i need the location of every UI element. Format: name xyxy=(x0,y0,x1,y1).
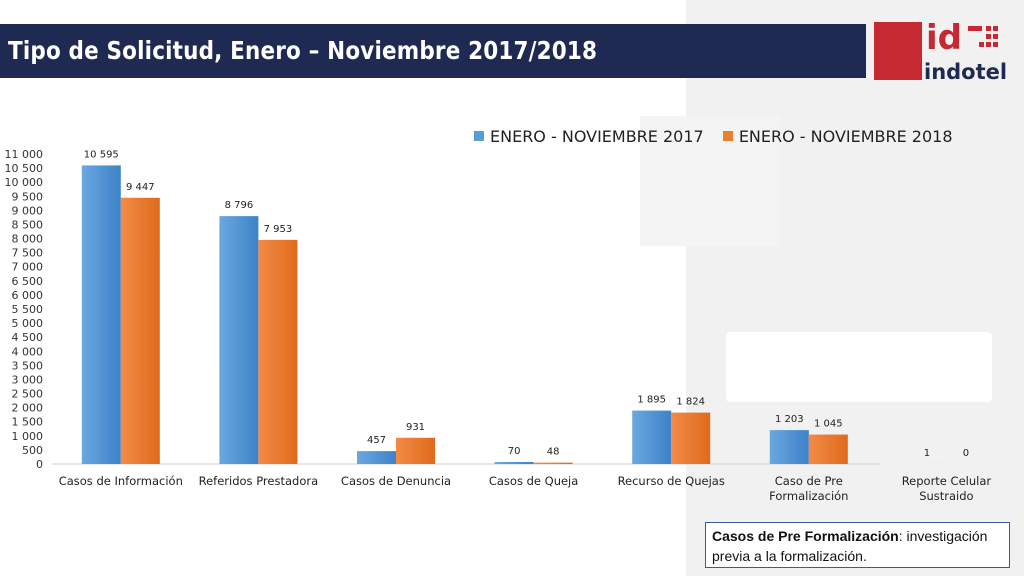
note-definition: : investigación previa a la formalizació… xyxy=(712,528,988,564)
y-tick-label: 9 500 xyxy=(12,190,44,203)
x-tick-label: Formalización xyxy=(769,489,848,503)
data-label-2017: 1 203 xyxy=(775,414,804,425)
data-label-2018: 7 953 xyxy=(264,224,293,235)
bar-2017 xyxy=(632,410,672,464)
data-label-2017: 8 796 xyxy=(225,200,254,211)
data-labels: 10 595 9 447 8 796 7 953 457 931 70 48 1 895 1 82… xyxy=(84,149,969,459)
legend-label-2017: ENERO - NOVIEMBRE 2017 xyxy=(490,126,704,146)
x-tick-label: Recurso de Quejas xyxy=(618,474,725,488)
page-title: Tipo de Solicitud, Enero – Noviembre 201… xyxy=(8,36,598,65)
legend-item-2017: ENERO - NOVIEMBRE 2017 xyxy=(474,127,704,146)
bar-2017 xyxy=(219,216,259,464)
background-panel-box xyxy=(726,332,992,402)
y-tick-label: 3 500 xyxy=(12,359,44,372)
y-tick-label: 7 000 xyxy=(12,261,44,274)
y-tick-label: 5 000 xyxy=(12,317,44,330)
legend-swatch-2017 xyxy=(474,131,484,141)
x-tick-label: Casos de Información xyxy=(59,474,183,488)
y-tick-label: 2 500 xyxy=(12,388,44,401)
background-panel-mid xyxy=(640,116,780,246)
chart-legend: ENERO - NOVIEMBRE 2017 ENERO - NOVIEMBRE… xyxy=(474,126,967,146)
data-label-2017: 10 595 xyxy=(84,149,119,160)
logo-text-id: id xyxy=(926,18,962,58)
bar-2018 xyxy=(808,434,848,464)
logo-text-indotel: indotel xyxy=(924,60,1008,84)
y-tick-label: 1 000 xyxy=(12,430,44,443)
y-tick-label: 6 500 xyxy=(12,275,44,288)
bar-2017 xyxy=(357,451,396,464)
background-panel-right xyxy=(686,0,1024,576)
bar-2018 xyxy=(533,462,573,464)
y-tick-label: 0 xyxy=(36,458,43,471)
y-tick-label: 2 000 xyxy=(12,402,44,415)
x-tick-label: Referidos Prestadora xyxy=(199,474,319,488)
x-axis-ticks: Casos de Información Referidos Prestadora… xyxy=(59,474,992,503)
x-tick-label: Caso de Pre xyxy=(775,474,843,488)
y-tick-label: 7 500 xyxy=(12,247,44,260)
definition-note: Casos de Pre Formalización: investigació… xyxy=(705,522,1010,568)
data-label-2018: 931 xyxy=(406,422,425,433)
y-tick-label: 9 000 xyxy=(12,204,44,217)
data-label-2017: 70 xyxy=(508,446,521,457)
data-label-2018: 1 824 xyxy=(676,397,705,408)
bar-2017 xyxy=(81,165,121,464)
bar-2018 xyxy=(671,412,711,464)
y-tick-label: 4 500 xyxy=(12,331,44,344)
bar-2018 xyxy=(396,437,435,464)
legend-item-2018: ENERO - NOVIEMBRE 2018 xyxy=(722,126,953,146)
data-label-2018: 0 xyxy=(963,448,969,459)
data-label-2018: 1 045 xyxy=(814,419,843,430)
title-bar xyxy=(0,24,866,78)
bar-2017 xyxy=(769,430,809,464)
x-tick-label: Sustraido xyxy=(919,489,973,503)
bar-2018 xyxy=(120,197,160,464)
y-tick-label: 8 500 xyxy=(12,218,44,231)
x-tick-label: Casos de Queja xyxy=(489,474,578,488)
y-tick-label: 10 000 xyxy=(5,176,44,189)
logo-dots-icon xyxy=(968,26,998,47)
bar-2017 xyxy=(494,462,534,464)
data-label-2017: 1 895 xyxy=(637,395,666,406)
x-tick-label: Reporte Celular xyxy=(902,474,992,488)
bar-2018 xyxy=(258,239,298,464)
y-tick-label: 3 000 xyxy=(12,373,44,386)
data-label-2017: 457 xyxy=(367,435,386,446)
legend-label-2018: ENERO - NOVIEMBRE 2018 xyxy=(738,126,953,146)
y-tick-label: 4 000 xyxy=(12,345,44,358)
y-tick-label: 8 000 xyxy=(12,233,44,246)
chart-bars xyxy=(81,165,947,464)
data-label-2018: 9 447 xyxy=(126,182,155,193)
y-tick-label: 5 500 xyxy=(12,303,44,316)
note-term: Casos de Pre Formalización xyxy=(712,528,899,544)
y-tick-label: 6 000 xyxy=(12,289,44,302)
y-tick-label: 11 000 xyxy=(5,148,44,161)
x-tick-label: Casos de Denuncia xyxy=(341,474,451,488)
y-tick-label: 500 xyxy=(22,444,43,457)
y-tick-label: 10 500 xyxy=(5,162,44,175)
data-label-2017: 1 xyxy=(924,448,930,459)
y-tick-label: 1 500 xyxy=(12,416,44,429)
legend-swatch-2018 xyxy=(722,131,733,141)
data-label-2018: 48 xyxy=(547,447,560,458)
logo-block xyxy=(874,22,922,80)
